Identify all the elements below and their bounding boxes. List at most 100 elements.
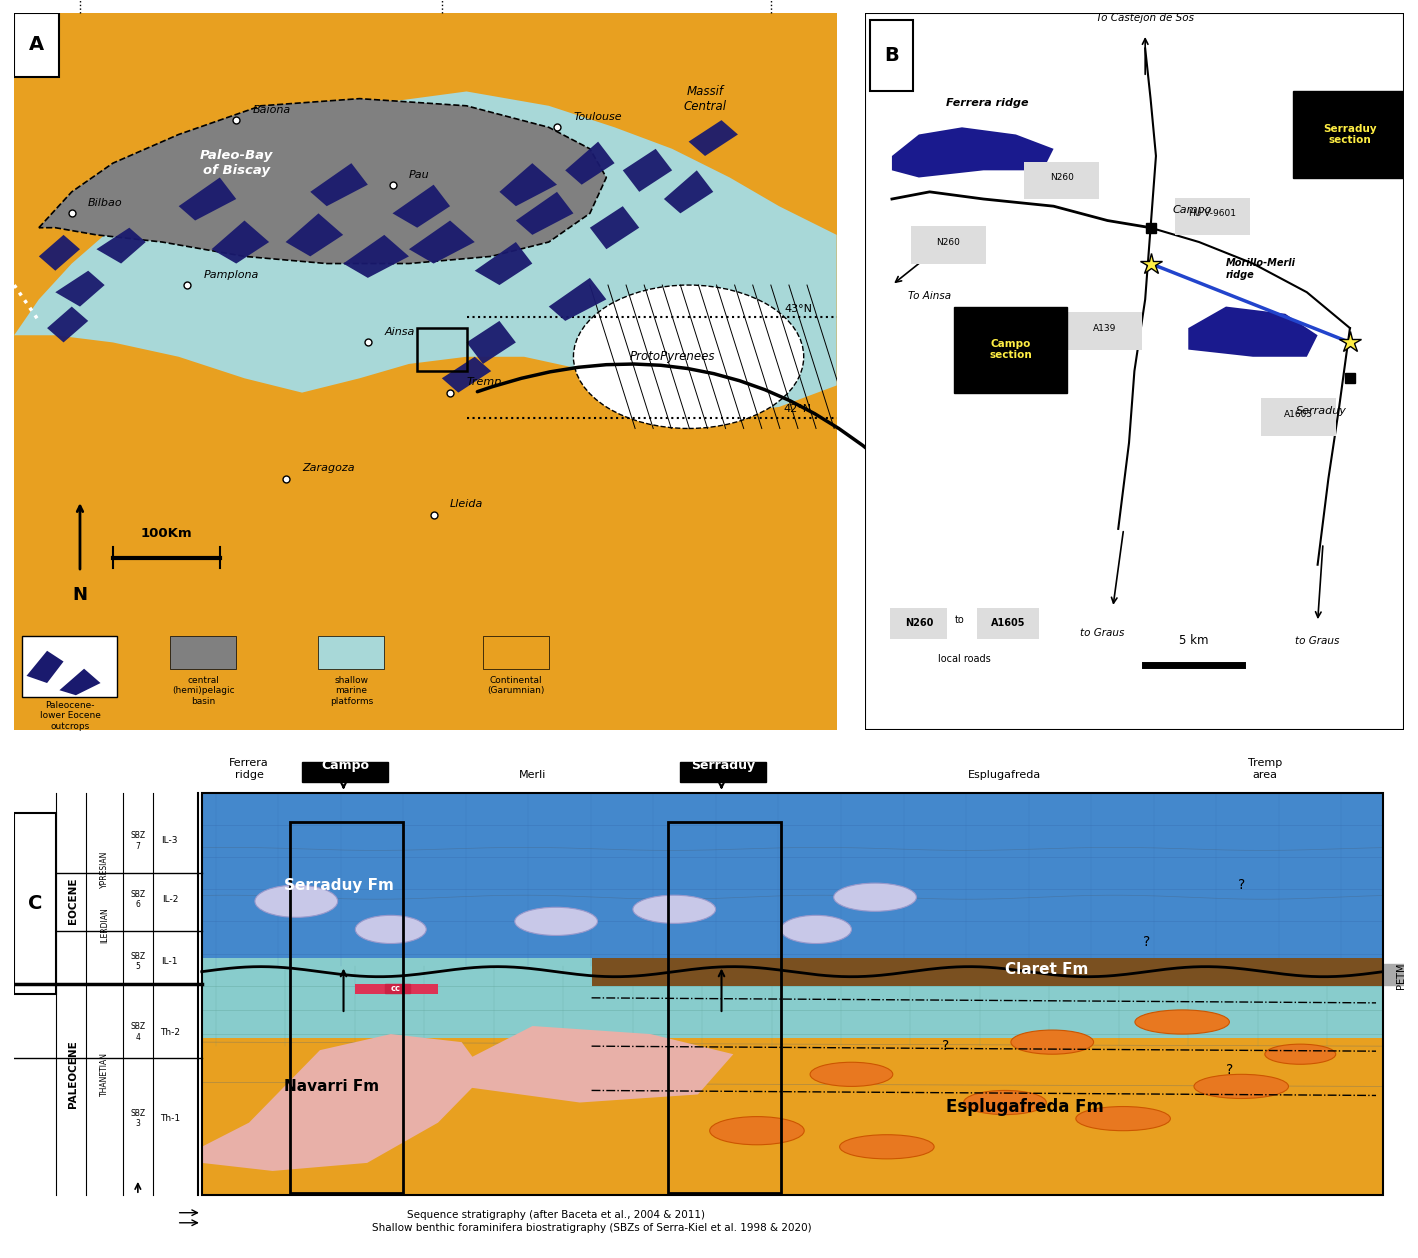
Bar: [302, 762, 389, 782]
Ellipse shape: [1076, 1107, 1170, 1131]
Text: Shallow benthic foraminifera biostratigraphy (SBZs of Serra-Kiel et al. 1998 & 2: Shallow benthic foraminifera biostratigr…: [372, 1223, 811, 1233]
Polygon shape: [623, 148, 672, 191]
Text: Merli: Merli: [519, 770, 546, 780]
FancyBboxPatch shape: [1383, 964, 1418, 985]
Polygon shape: [285, 214, 343, 257]
Bar: [14, 13, 60, 77]
Text: Serraduy Fm: Serraduy Fm: [285, 878, 394, 893]
Polygon shape: [408, 220, 475, 263]
Ellipse shape: [356, 916, 427, 944]
Text: IL-1: IL-1: [162, 957, 179, 966]
Ellipse shape: [515, 907, 597, 936]
Text: 100Km: 100Km: [140, 527, 193, 540]
FancyBboxPatch shape: [977, 608, 1039, 639]
Text: Navarri Fm: Navarri Fm: [285, 1079, 380, 1094]
Text: Ferrera ridge: Ferrera ridge: [946, 98, 1028, 108]
Text: Toulouse: Toulouse: [573, 112, 623, 122]
Text: EOCENE: EOCENE: [68, 878, 78, 925]
Text: A139: A139: [1093, 323, 1116, 332]
Ellipse shape: [255, 886, 337, 917]
Bar: [384, 984, 410, 993]
Text: N260: N260: [1049, 174, 1073, 182]
Text: Continental
(Garumnian): Continental (Garumnian): [488, 676, 545, 696]
Ellipse shape: [1134, 1010, 1229, 1034]
Bar: [201, 957, 1383, 1047]
Text: Campo
section: Campo section: [990, 338, 1032, 360]
Text: ?: ?: [1225, 1063, 1234, 1077]
Text: Pau: Pau: [408, 170, 430, 180]
Text: to Graus: to Graus: [1081, 629, 1124, 638]
Bar: [291, 823, 403, 1193]
Ellipse shape: [839, 1135, 934, 1159]
Polygon shape: [343, 235, 408, 278]
Text: Ferrera
ridge: Ferrera ridge: [230, 759, 269, 780]
Ellipse shape: [709, 1117, 804, 1145]
Polygon shape: [467, 321, 516, 364]
Text: 5 km: 5 km: [1178, 634, 1208, 647]
Text: Massif
Central: Massif Central: [683, 84, 726, 113]
Text: A1605: A1605: [1285, 410, 1313, 419]
Polygon shape: [1188, 307, 1317, 357]
Bar: [201, 793, 1383, 966]
Text: Sequence stratigraphy (after Baceta et al., 2004 & 2011): Sequence stratigraphy (after Baceta et a…: [407, 1210, 705, 1220]
Text: C: C: [28, 893, 43, 913]
FancyBboxPatch shape: [1174, 198, 1251, 235]
Ellipse shape: [780, 916, 851, 944]
Text: IL-2: IL-2: [162, 894, 179, 903]
Ellipse shape: [964, 1091, 1046, 1115]
Bar: [319, 637, 384, 669]
Polygon shape: [179, 177, 237, 220]
Text: PETM: PETM: [1397, 962, 1407, 989]
Text: Campo: Campo: [1173, 205, 1211, 215]
Text: PALEOCENE: PALEOCENE: [68, 1040, 78, 1108]
Text: Esplugafreda: Esplugafreda: [968, 770, 1042, 780]
Bar: [170, 637, 237, 669]
Text: ?: ?: [943, 1039, 950, 1053]
Text: Paleocene-
lower Eocene
outcrops: Paleocene- lower Eocene outcrops: [40, 701, 101, 731]
Text: Esplugafreda Fm: Esplugafreda Fm: [946, 1097, 1103, 1116]
Text: To Ainsa: To Ainsa: [908, 292, 951, 302]
Bar: [679, 762, 766, 782]
Text: Campo: Campo: [320, 760, 369, 772]
FancyBboxPatch shape: [954, 307, 1068, 392]
Text: Serraduy
section: Serraduy section: [1323, 123, 1377, 145]
Text: SBZ
4: SBZ 4: [130, 1023, 146, 1042]
Text: Pamplona: Pamplona: [203, 270, 258, 279]
Text: to Graus: to Graus: [1296, 635, 1340, 645]
Text: Baiona: Baiona: [252, 104, 291, 114]
Text: A1605: A1605: [991, 618, 1025, 628]
Polygon shape: [516, 191, 573, 235]
Text: Th-1: Th-1: [160, 1115, 180, 1123]
Text: ProtoPyrenees: ProtoPyrenees: [630, 350, 715, 364]
Text: Serraduy: Serraduy: [1296, 406, 1347, 416]
FancyBboxPatch shape: [1293, 92, 1407, 177]
Text: Th-2: Th-2: [160, 1028, 180, 1037]
Text: Claret Fm: Claret Fm: [1005, 962, 1089, 977]
Polygon shape: [393, 185, 450, 228]
FancyBboxPatch shape: [1261, 399, 1336, 435]
Polygon shape: [38, 98, 607, 263]
Polygon shape: [689, 120, 737, 156]
Ellipse shape: [810, 1062, 893, 1087]
Polygon shape: [566, 142, 614, 185]
Text: Morillo-Merli
ridge: Morillo-Merli ridge: [1227, 258, 1296, 279]
Text: SBZ
3: SBZ 3: [130, 1108, 146, 1128]
Text: To Castejon de Sos: To Castejon de Sos: [1096, 14, 1194, 24]
Text: THANETIAN: THANETIAN: [101, 1053, 109, 1096]
Text: N260: N260: [905, 618, 933, 628]
Text: shallow
marine
platforms: shallow marine platforms: [330, 676, 373, 706]
Text: to: to: [954, 615, 964, 625]
FancyBboxPatch shape: [1024, 162, 1099, 199]
Text: ?: ?: [1238, 878, 1245, 892]
Text: Serraduy: Serraduy: [691, 760, 754, 772]
Bar: [201, 1038, 1383, 1195]
Bar: [871, 20, 913, 92]
Text: Paleo-Bay
of Biscay: Paleo-Bay of Biscay: [200, 150, 272, 177]
Polygon shape: [442, 357, 491, 392]
Polygon shape: [462, 1027, 733, 1102]
FancyBboxPatch shape: [910, 226, 987, 263]
Ellipse shape: [1265, 1044, 1336, 1064]
Bar: [417, 328, 467, 371]
Text: Tremp
area: Tremp area: [1248, 759, 1282, 780]
Ellipse shape: [834, 883, 916, 911]
